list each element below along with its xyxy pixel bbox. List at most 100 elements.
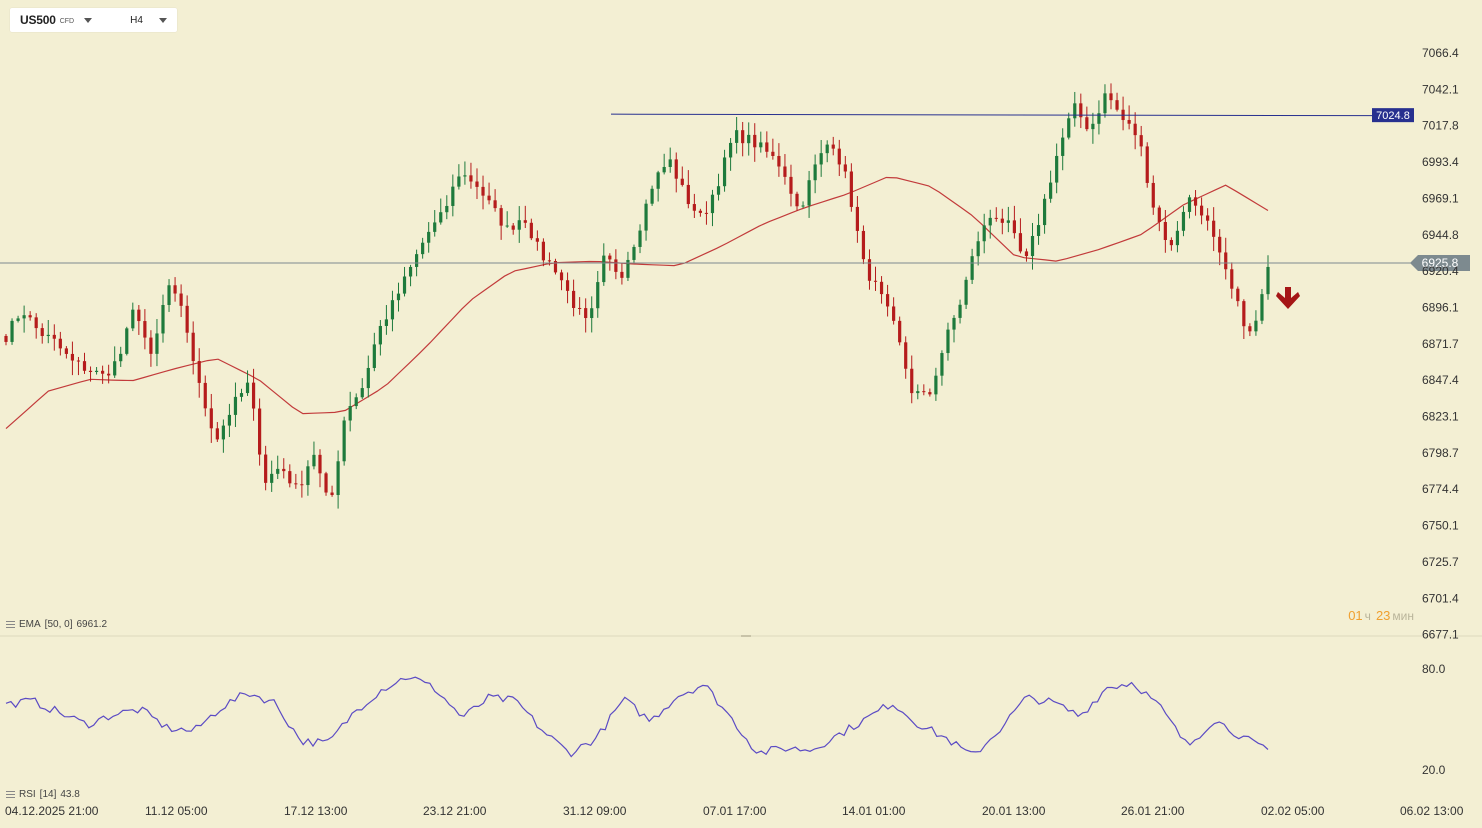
- candle: [101, 365, 105, 384]
- candle-body: [1097, 113, 1101, 124]
- candle-body: [710, 194, 715, 214]
- candle-body: [541, 241, 546, 261]
- candle: [1145, 142, 1149, 188]
- candle-body: [342, 420, 346, 462]
- rsi-legend[interactable]: RSI [14] 43.8: [6, 789, 80, 800]
- candle-body: [535, 238, 539, 242]
- candle-body: [1145, 146, 1149, 183]
- candle-body: [1163, 222, 1167, 240]
- candle: [831, 136, 835, 156]
- candle: [668, 147, 672, 173]
- candle: [620, 263, 624, 285]
- candle: [1018, 218, 1023, 254]
- timeframe-label[interactable]: H4: [130, 14, 143, 26]
- candle-body: [1248, 326, 1252, 332]
- candle: [463, 161, 467, 185]
- candle: [662, 153, 666, 175]
- candle: [264, 445, 268, 491]
- horizontal-level-line[interactable]: [610, 113, 1373, 117]
- candle: [934, 367, 938, 401]
- sell-signal-arrow-icon: [1276, 287, 1300, 309]
- candle: [1079, 93, 1083, 129]
- candle: [704, 201, 709, 225]
- candle: [994, 207, 998, 222]
- candle: [855, 195, 859, 243]
- ema-legend[interactable]: EMA [50, 0] 6961.2: [6, 619, 107, 630]
- candle-body: [559, 272, 564, 281]
- candle: [1260, 288, 1264, 325]
- candle-body: [451, 186, 455, 206]
- candle-body: [445, 205, 449, 213]
- panel-splitter[interactable]: [741, 635, 751, 637]
- candle: [149, 330, 153, 367]
- candle: [904, 336, 908, 379]
- candle-body: [415, 254, 419, 267]
- menu-lines-icon[interactable]: [6, 791, 15, 798]
- candle: [1091, 112, 1095, 144]
- candle-body: [958, 304, 962, 318]
- rsi-line: [5, 676, 1269, 758]
- candle-body: [1254, 320, 1258, 332]
- candle-body: [1012, 220, 1016, 234]
- candle-body: [578, 307, 582, 309]
- candle: [716, 173, 721, 201]
- candle: [1187, 194, 1192, 219]
- candle-body: [499, 208, 503, 226]
- candle: [1006, 206, 1010, 233]
- candle-body: [1175, 230, 1180, 246]
- candle: [1230, 262, 1234, 299]
- candle-body: [505, 225, 509, 227]
- candle-body: [553, 260, 558, 273]
- candle: [674, 152, 678, 193]
- timeframe-dropdown-icon[interactable]: [158, 17, 167, 23]
- candle-body: [119, 353, 123, 362]
- time-tick-label: 04.12.2025 21:00: [5, 804, 99, 818]
- candle: [843, 155, 847, 179]
- symbol-selector[interactable]: US500 CFD H4: [10, 8, 177, 32]
- candle-body: [439, 212, 443, 223]
- menu-lines-icon[interactable]: [6, 621, 15, 628]
- candle: [203, 375, 207, 417]
- candle: [215, 422, 219, 442]
- candle-body: [735, 130, 739, 143]
- candle: [638, 224, 642, 254]
- candle: [427, 222, 431, 253]
- candle-body: [879, 281, 884, 295]
- candle-body: [668, 159, 672, 167]
- candle-body: [704, 212, 709, 214]
- candle: [807, 170, 811, 218]
- symbol-dropdown-icon[interactable]: [84, 17, 93, 23]
- candle-body: [457, 176, 461, 187]
- candle-body: [722, 157, 727, 187]
- candle: [765, 131, 769, 158]
- candle: [1121, 96, 1125, 131]
- candle: [910, 355, 914, 404]
- candle-body: [137, 309, 141, 322]
- candle: [602, 243, 606, 286]
- candle: [52, 324, 56, 351]
- candle: [372, 332, 376, 372]
- candle-body: [892, 306, 896, 321]
- candle-body: [1049, 182, 1053, 199]
- candle-body: [1212, 220, 1216, 237]
- candle: [1036, 213, 1041, 245]
- candle-body: [1133, 123, 1137, 136]
- candle: [590, 296, 594, 333]
- candle-body: [813, 164, 817, 181]
- candle-body: [396, 293, 401, 301]
- candle-body: [517, 220, 521, 230]
- candle-body: [197, 361, 201, 383]
- candle-body: [819, 153, 823, 165]
- candle: [946, 322, 950, 361]
- time-tick-label: 26.01 21:00: [1121, 804, 1185, 818]
- candle: [596, 271, 600, 318]
- candle-body: [1079, 103, 1083, 118]
- candle: [22, 305, 26, 333]
- candle-body: [276, 468, 280, 474]
- candle-body: [1169, 239, 1173, 246]
- candle: [28, 311, 32, 321]
- candle-body: [910, 368, 914, 394]
- candle-body: [656, 172, 660, 189]
- candle-body: [270, 473, 274, 483]
